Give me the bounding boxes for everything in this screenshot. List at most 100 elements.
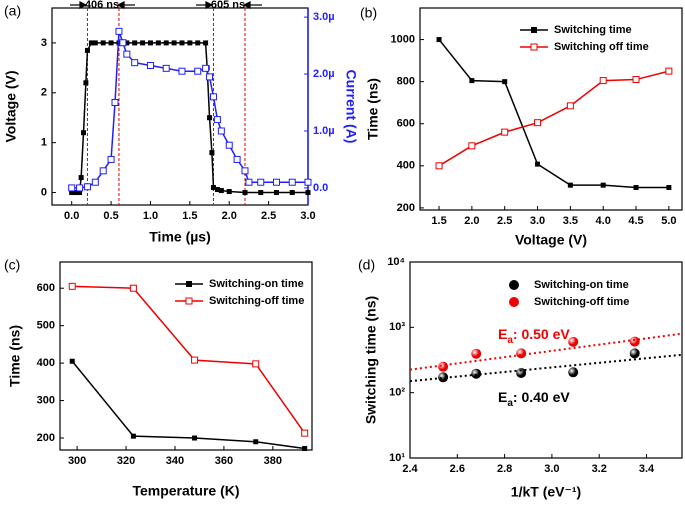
marker xyxy=(438,372,449,383)
y-tick-label: 400 xyxy=(37,357,55,369)
marker xyxy=(435,162,443,170)
marker xyxy=(162,64,170,72)
x-tick-label: 4.5 xyxy=(628,215,643,227)
marker xyxy=(130,433,136,439)
marker xyxy=(92,40,98,46)
marker xyxy=(69,190,75,196)
marker xyxy=(83,80,89,86)
marker xyxy=(272,178,280,186)
x-axis-label: Voltage (V) xyxy=(515,232,587,248)
marker xyxy=(131,59,139,67)
annotation-part: a xyxy=(507,335,513,346)
y-axis-label: Voltage (V) xyxy=(3,70,19,142)
y-tick-label: 10¹ xyxy=(389,452,405,464)
legend-marker xyxy=(509,297,519,307)
y2-tick-label: 2.0µ xyxy=(313,68,335,80)
x-axis-label: Temperature (K) xyxy=(132,483,239,499)
marker xyxy=(73,190,79,196)
marker xyxy=(100,40,106,46)
x-tick-label: 4.0 xyxy=(596,215,611,227)
marker xyxy=(69,358,75,364)
y-tick-label: 300 xyxy=(37,394,55,406)
marker xyxy=(502,79,508,85)
y-axis-label: Time (ns) xyxy=(365,78,381,140)
plot-frame xyxy=(419,7,683,211)
x-tick-label: 1.5 xyxy=(431,215,446,227)
marker xyxy=(304,178,312,186)
y-tick-label: 10² xyxy=(389,387,405,399)
marker xyxy=(155,40,161,46)
marker xyxy=(599,77,607,85)
y-tick-label: 500 xyxy=(37,320,55,332)
marker xyxy=(78,175,84,181)
marker xyxy=(213,116,221,124)
y2-axis-label: Current (A) xyxy=(343,70,359,144)
marker xyxy=(629,348,640,359)
y-tick-label: 1000 xyxy=(391,33,415,45)
marker xyxy=(217,127,225,135)
x-axis-label: 1/kT (eV⁻¹) xyxy=(511,484,581,500)
x-tick-label: 2.5 xyxy=(497,215,512,227)
marker xyxy=(258,190,264,196)
marker xyxy=(68,184,76,192)
y-axis-label: Switching time (ns) xyxy=(363,296,379,424)
marker xyxy=(535,161,541,167)
annotation-part: a xyxy=(507,398,513,409)
panel-label: (a) xyxy=(4,3,21,19)
marker xyxy=(206,73,214,81)
marker xyxy=(566,102,574,110)
marker xyxy=(665,67,673,75)
marker xyxy=(471,348,482,359)
marker xyxy=(83,183,91,191)
marker xyxy=(214,187,220,193)
marker xyxy=(171,40,177,46)
marker xyxy=(99,167,107,175)
x-tick-label: 3.0 xyxy=(300,210,315,222)
marker xyxy=(302,446,308,452)
marker xyxy=(187,40,193,46)
annotation: 605 ns xyxy=(211,0,245,11)
marker xyxy=(192,435,198,441)
legend-marker xyxy=(186,281,192,287)
marker xyxy=(436,37,442,43)
legend-label: Switching-on time xyxy=(534,279,629,291)
marker xyxy=(241,167,249,175)
marker xyxy=(207,115,213,121)
marker xyxy=(129,284,137,292)
marker xyxy=(273,190,279,196)
y-tick-label: 800 xyxy=(397,76,415,88)
y-tick-label: 10⁴ xyxy=(387,256,405,268)
legend-marker xyxy=(509,280,519,290)
marker xyxy=(245,178,253,186)
marker xyxy=(179,40,185,46)
x-tick-label: 3.4 xyxy=(639,463,655,475)
marker xyxy=(469,78,475,84)
annotation-part: 605 ns xyxy=(211,0,245,11)
annotation: 406 ns xyxy=(85,0,119,11)
x-tick-label: 2.4 xyxy=(402,463,418,475)
y-tick-label: 3 xyxy=(41,37,47,49)
marker xyxy=(81,130,87,136)
annotation: Ea: 0.50 eV xyxy=(498,326,570,346)
y-tick-label: 10³ xyxy=(389,321,405,333)
marker xyxy=(471,368,482,379)
annotation-part: 406 ns xyxy=(85,0,119,11)
series-line xyxy=(71,360,305,450)
marker xyxy=(516,348,527,359)
marker xyxy=(88,40,94,46)
x-tick-label: 3.5 xyxy=(563,215,578,227)
marker xyxy=(119,39,127,47)
x-axis-label: Time (µs) xyxy=(149,229,211,245)
y-tick-label: 400 xyxy=(397,160,415,172)
marker xyxy=(203,40,209,46)
series-line xyxy=(438,39,669,189)
marker xyxy=(468,142,476,150)
x-tick-label: 3.0 xyxy=(530,215,545,227)
x-tick-label: 340 xyxy=(166,455,184,467)
annotation-part: : 0.50 eV xyxy=(513,326,570,342)
marker xyxy=(140,40,146,46)
y-axis-label: Time (ns) xyxy=(7,325,23,387)
arrows xyxy=(70,1,262,9)
marker xyxy=(600,182,606,188)
